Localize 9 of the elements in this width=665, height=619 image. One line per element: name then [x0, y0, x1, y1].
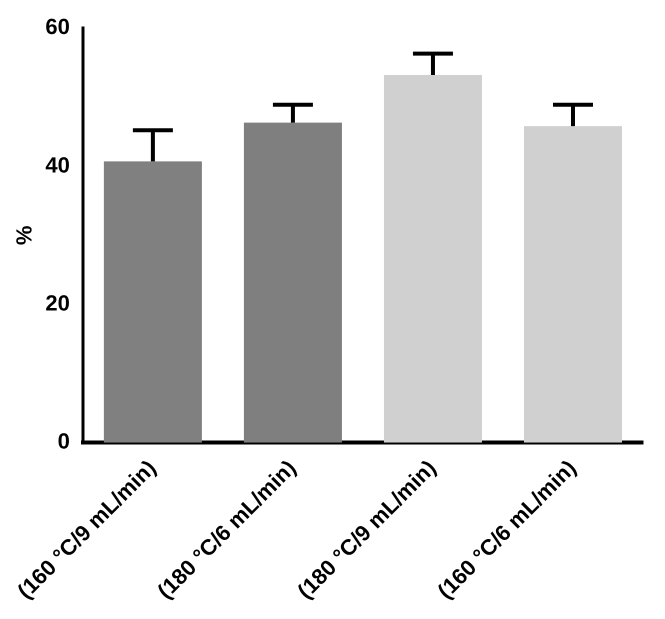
- y-axis-title: %: [11, 226, 36, 246]
- y-tick-label: 0: [58, 428, 70, 454]
- bar: [104, 161, 202, 443]
- bar: [524, 126, 622, 443]
- y-tick-label: 40: [45, 152, 70, 178]
- y-tick-label: 20: [45, 290, 70, 316]
- bar: [384, 74, 482, 443]
- bar: [244, 122, 342, 443]
- y-tick-label: 60: [45, 14, 70, 40]
